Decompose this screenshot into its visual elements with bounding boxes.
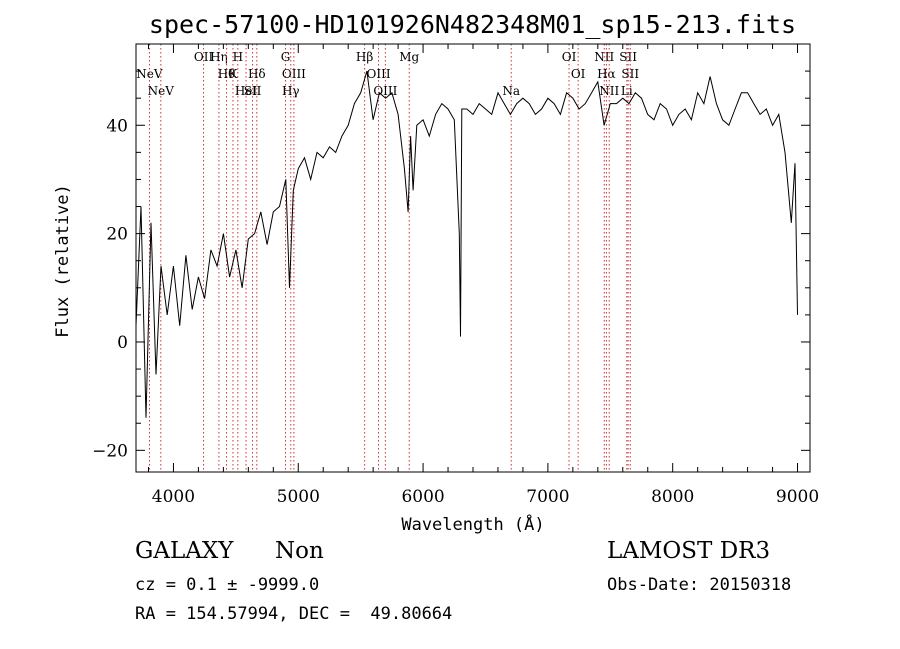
line-label-18: OI (562, 50, 577, 64)
class-label: GALAXY (135, 538, 234, 564)
line-label-11: OIII (282, 67, 306, 81)
survey-label: LAMOST DR3 (607, 538, 771, 564)
line-label-3: Hη (210, 50, 228, 64)
y-axis-label: Flux (relative) (53, 184, 73, 338)
obs-date-line: Obs-Date: 20150318 (607, 575, 792, 595)
y-tick-label-3: 40 (106, 116, 128, 136)
x-tick-label-3: 7000 (526, 487, 569, 507)
line-label-15: OIII (373, 84, 397, 98)
line-label-0: NeV (136, 67, 163, 81)
line-label-23: SII (619, 50, 637, 64)
radec-line: RA = 154.57994, DEC = 49.80664 (135, 604, 453, 624)
line-label-17: Na (502, 84, 520, 98)
y-tick-label-2: 20 (106, 225, 128, 245)
line-label-10: G (281, 50, 291, 64)
line-label-2: OII (194, 50, 214, 64)
line-label-9: SII (244, 84, 262, 98)
x-tick-label-4: 8000 (651, 487, 694, 507)
subclass-label: Non (275, 538, 324, 564)
cz-line: cz = 0.1 ± -9999.0 (135, 575, 320, 595)
y-tick-label-0: −20 (92, 441, 128, 461)
line-label-8: Hδ (248, 67, 266, 81)
x-tick-label-5: 9000 (776, 487, 819, 507)
line-label-25: Li (621, 84, 633, 98)
x-tick-label-0: 4000 (152, 487, 195, 507)
line-label-14: OIII (367, 67, 391, 81)
line-label-7: HeI (235, 84, 258, 98)
x-tick-label-2: 6000 (401, 487, 444, 507)
line-label-13: Hβ (356, 50, 373, 64)
y-tick-label-1: 0 (117, 333, 128, 353)
spectrum-line (135, 70, 798, 418)
line-label-20: NII (594, 50, 614, 64)
line-label-21: Hα (597, 67, 616, 81)
line-label-5: H (233, 50, 243, 64)
line-label-24: SII (621, 67, 639, 81)
line-label-4: Hθ (218, 67, 236, 81)
line-label-19: OI (571, 67, 586, 81)
x-tick-label-1: 5000 (277, 487, 320, 507)
line-label-6: K (228, 67, 238, 81)
line-label-12: Hγ (282, 84, 300, 98)
x-axis-label: Wavelength (Å) (401, 513, 544, 535)
line-label-16: Mg (399, 50, 419, 64)
chart-title: spec-57100-HD101926N482348M01_sp15-213.f… (148, 10, 797, 39)
line-label-1: NeV (148, 84, 175, 98)
line-label-22: NII (599, 84, 619, 98)
